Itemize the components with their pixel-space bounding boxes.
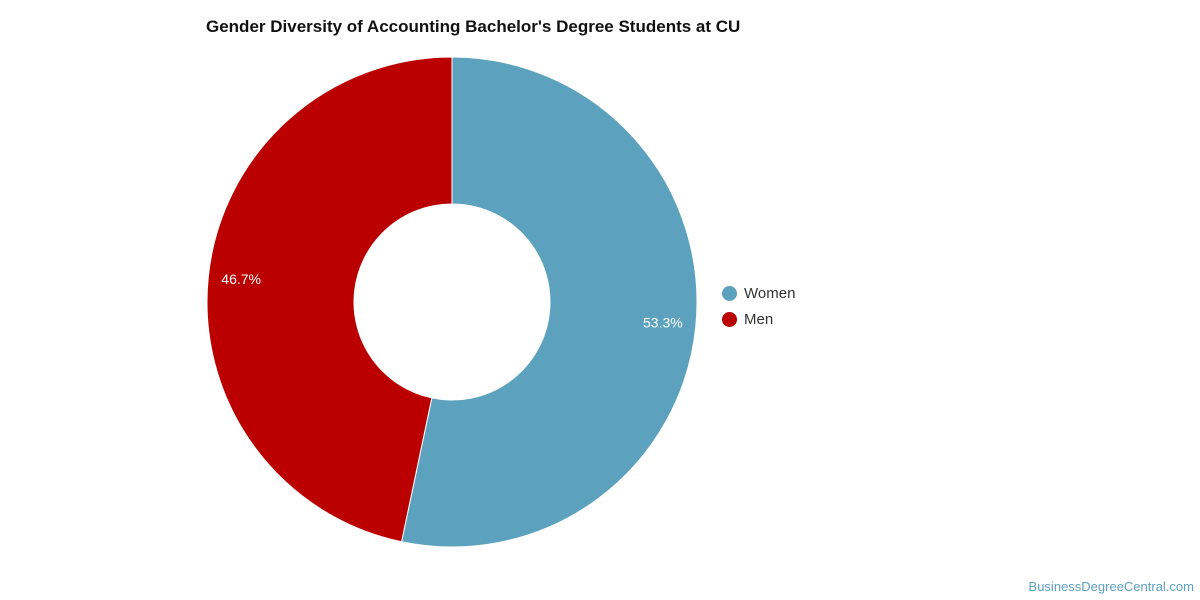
legend-item-men[interactable]: Men <box>722 306 795 332</box>
legend-label-men: Men <box>744 310 774 328</box>
legend-swatch-women <box>722 285 737 301</box>
slice-label-women: 53.3% <box>643 315 683 331</box>
legend-label-women: Women <box>744 284 796 302</box>
slice-men[interactable] <box>206 56 453 543</box>
chart-title: Gender Diversity of Accounting Bachelor'… <box>206 17 741 36</box>
legend-item-women[interactable]: Women <box>722 280 795 306</box>
watermark-link[interactable]: BusinessDegreeCentral.com <box>1028 579 1194 594</box>
slice-women[interactable] <box>400 56 698 548</box>
legend: Women Men <box>722 280 795 332</box>
legend-swatch-men <box>722 311 737 327</box>
slice-label-men: 46.7% <box>221 271 261 287</box>
